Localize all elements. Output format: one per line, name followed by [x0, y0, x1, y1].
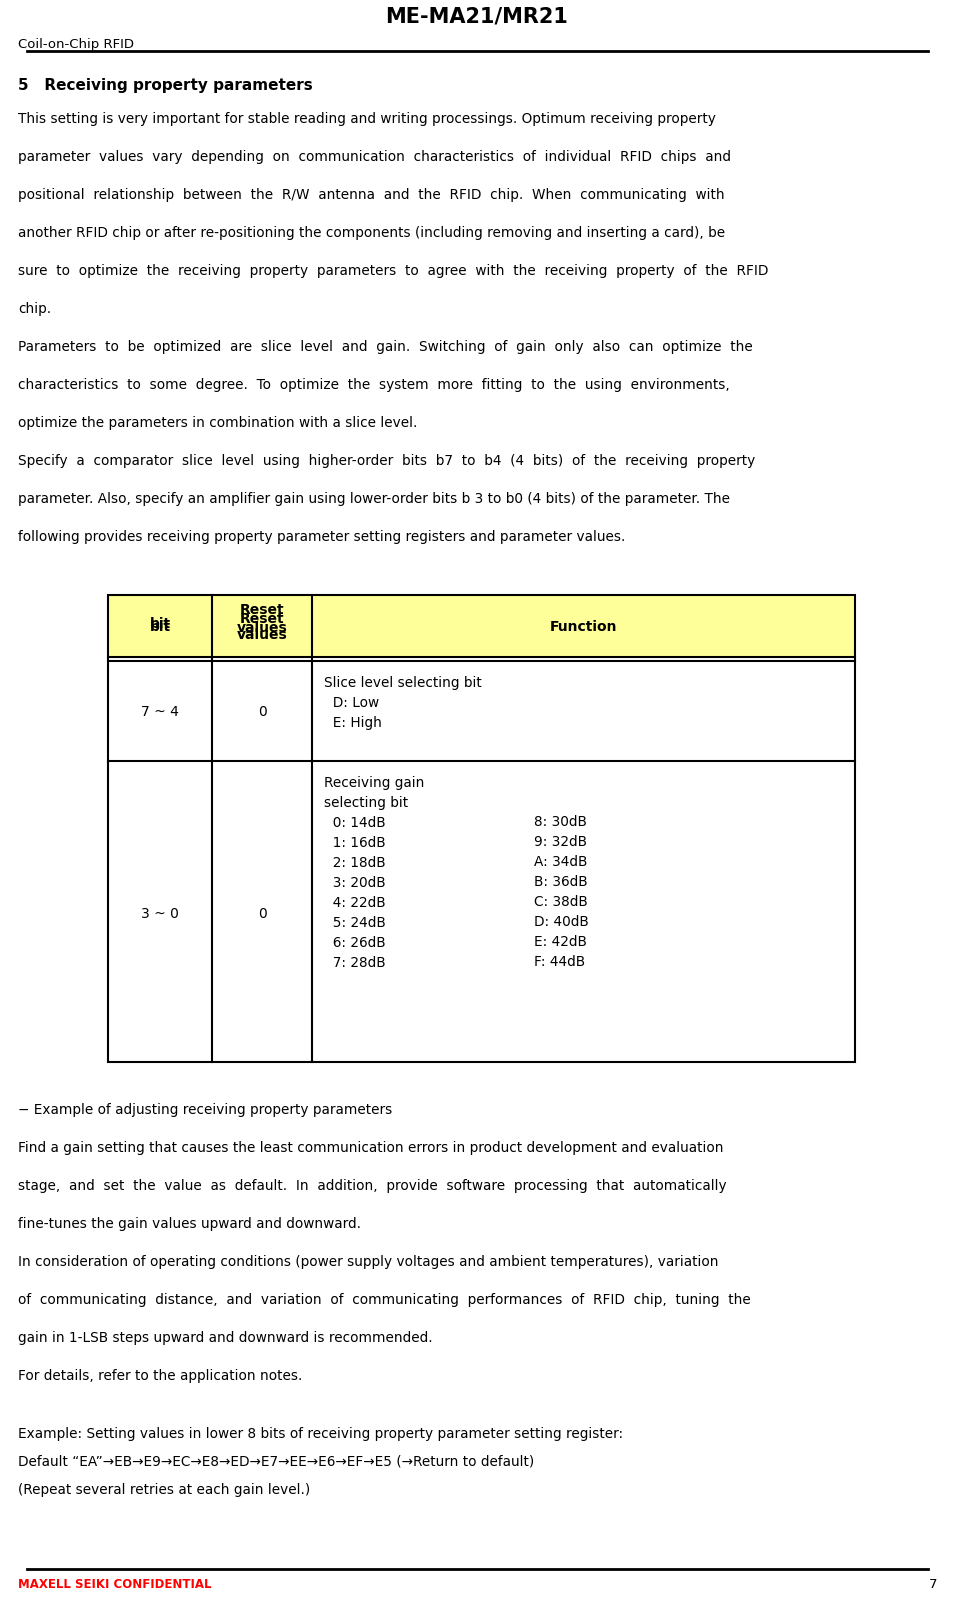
Text: In consideration of operating conditions (power supply voltages and ambient temp: In consideration of operating conditions… — [18, 1254, 718, 1268]
Text: ME-MA21/MR21: ME-MA21/MR21 — [386, 6, 568, 27]
Text: 7: 7 — [928, 1578, 937, 1591]
Text: Default “EA”→EB→E9→EC→E8→ED→E7→EE→E6→EF→E5 (→Return to default): Default “EA”→EB→E9→EC→E8→ED→E7→EE→E6→EF→… — [18, 1454, 534, 1469]
Text: stage,  and  set  the  value  as  default.  In  addition,  provide  software  pr: stage, and set the value as default. In … — [18, 1178, 727, 1193]
Text: Specify  a  comparator  slice  level  using  higher-order  bits  b7  to  b4  (4 : Specify a comparator slice level using h… — [18, 454, 755, 467]
Text: parameter  values  vary  depending  on  communication  characteristics  of  indi: parameter values vary depending on commu… — [18, 149, 731, 164]
Text: 3 ~ 0: 3 ~ 0 — [141, 907, 179, 921]
Text: Example: Setting values in lower 8 bits of receiving property parameter setting : Example: Setting values in lower 8 bits … — [18, 1427, 623, 1440]
Text: 8: 30dB
9: 32dB
A: 34dB
B: 36dB
C: 38dB
D: 40dB
E: 42dB
F: 44dB: 8: 30dB 9: 32dB A: 34dB B: 36dB C: 38dB … — [534, 814, 588, 969]
Text: Find a gain setting that causes the least communication errors in product develo: Find a gain setting that causes the leas… — [18, 1140, 724, 1154]
Text: Reset
values: Reset values — [237, 612, 287, 642]
Text: 0: 0 — [258, 705, 266, 719]
Text: characteristics  to  some  degree.  To  optimize  the  system  more  fitting  to: characteristics to some degree. To optim… — [18, 377, 730, 392]
Bar — [108, 595, 855, 1063]
Text: fine-tunes the gain values upward and downward.: fine-tunes the gain values upward and do… — [18, 1217, 361, 1231]
Text: positional  relationship  between  the  R/W  antenna  and  the  RFID  chip.  Whe: positional relationship between the R/W … — [18, 188, 725, 202]
Bar — [108, 595, 855, 658]
Text: of  communicating  distance,  and  variation  of  communicating  performances  o: of communicating distance, and variation… — [18, 1292, 751, 1306]
Text: Parameters  to  be  optimized  are  slice  level  and  gain.  Switching  of  gai: Parameters to be optimized are slice lev… — [18, 340, 753, 353]
Text: sure  to  optimize  the  receiving  property  parameters  to  agree  with  the  : sure to optimize the receiving property … — [18, 263, 769, 278]
Text: another RFID chip or after re-positioning the components (including removing and: another RFID chip or after re-positionin… — [18, 226, 725, 239]
Text: 7 ~ 4: 7 ~ 4 — [141, 705, 179, 719]
Text: For details, refer to the application notes.: For details, refer to the application no… — [18, 1367, 303, 1382]
Text: Coil-on-Chip RFID: Coil-on-Chip RFID — [18, 39, 134, 51]
Text: parameter. Also, specify an amplifier gain using lower-order bits b 3 to b0 (4 b: parameter. Also, specify an amplifier ga… — [18, 491, 730, 506]
Text: following provides receiving property parameter setting registers and parameter : following provides receiving property pa… — [18, 530, 626, 544]
Text: gain in 1-LSB steps upward and downward is recommended.: gain in 1-LSB steps upward and downward … — [18, 1331, 433, 1343]
Text: Slice level selecting bit
  D: Low
  E: High: Slice level selecting bit D: Low E: High — [324, 676, 481, 730]
Text: 0: 0 — [258, 907, 266, 921]
Text: chip.: chip. — [18, 302, 52, 316]
Text: 5   Receiving property parameters: 5 Receiving property parameters — [18, 79, 312, 93]
Text: Receiving gain
selecting bit
  0: 14dB
  1: 16dB
  2: 18dB
  3: 20dB
  4: 22dB
 : Receiving gain selecting bit 0: 14dB 1: … — [324, 775, 424, 969]
Text: bit: bit — [149, 620, 171, 634]
Text: (Repeat several retries at each gain level.): (Repeat several retries at each gain lev… — [18, 1481, 310, 1496]
Text: Function: Function — [550, 620, 617, 634]
Text: MAXELL SEIKI CONFIDENTIAL: MAXELL SEIKI CONFIDENTIAL — [18, 1578, 211, 1591]
Text: This setting is very important for stable reading and writing processings. Optim: This setting is very important for stabl… — [18, 112, 716, 125]
Text: optimize the parameters in combination with a slice level.: optimize the parameters in combination w… — [18, 416, 417, 430]
Text: − Example of adjusting receiving property parameters: − Example of adjusting receiving propert… — [18, 1103, 393, 1117]
Text: Reset
values: Reset values — [237, 603, 287, 634]
Text: bit: bit — [149, 616, 171, 631]
